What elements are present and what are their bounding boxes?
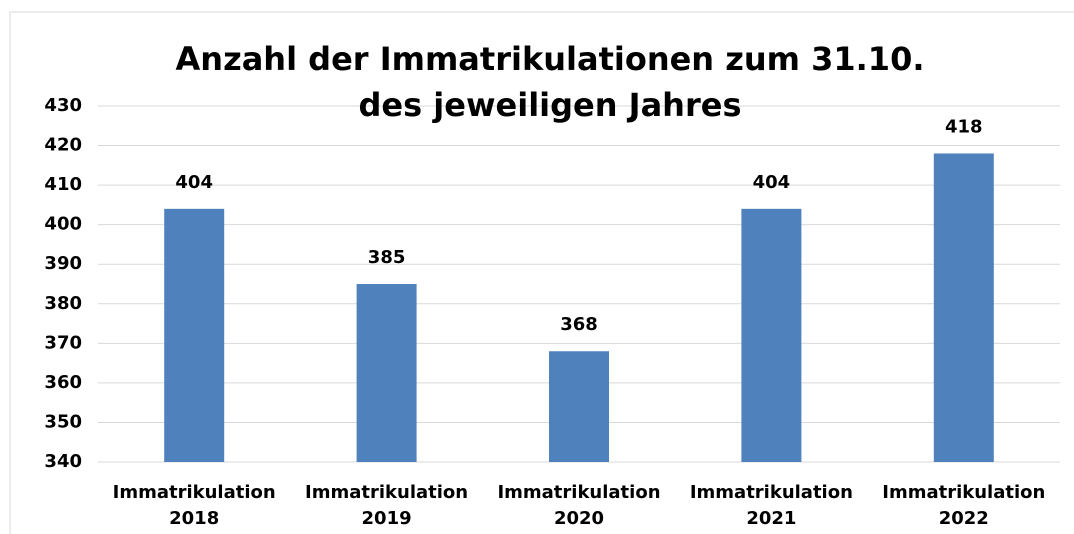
data-label: 418: [945, 116, 983, 137]
y-tick-label: 420: [44, 135, 82, 156]
data-label: 385: [368, 247, 406, 268]
data-label: 368: [560, 314, 598, 335]
y-tick-label: 350: [44, 411, 82, 432]
bar: [164, 208, 225, 462]
bar: [741, 208, 802, 462]
x-tick-label: Immatrikulation 2019: [305, 482, 469, 529]
data-label: 404: [753, 172, 791, 193]
y-tick-label: 430: [44, 95, 82, 116]
chart-border: [9, 11, 1074, 534]
bar: [356, 284, 417, 462]
y-tick-label: 380: [44, 293, 82, 314]
y-tick-label: 390: [44, 253, 82, 274]
bar: [933, 153, 994, 462]
y-tick-label: 370: [44, 332, 82, 353]
y-tick-label: 360: [44, 372, 82, 393]
x-tick-label: Immatrikulation 2018: [112, 482, 276, 529]
y-tick-label: 400: [44, 214, 82, 235]
y-tick-label: 340: [44, 451, 82, 472]
x-tick-label: Immatrikulation 2021: [689, 482, 853, 529]
chart-title: Anzahl der Immatrikulationen zum 31.10. …: [175, 40, 925, 124]
x-tick-label: Immatrikulation 2020: [497, 482, 661, 529]
data-label: 404: [175, 172, 213, 193]
x-tick-label: Immatrikulation 2022: [882, 482, 1046, 529]
y-tick-label: 410: [44, 174, 82, 195]
bar: [549, 351, 609, 462]
